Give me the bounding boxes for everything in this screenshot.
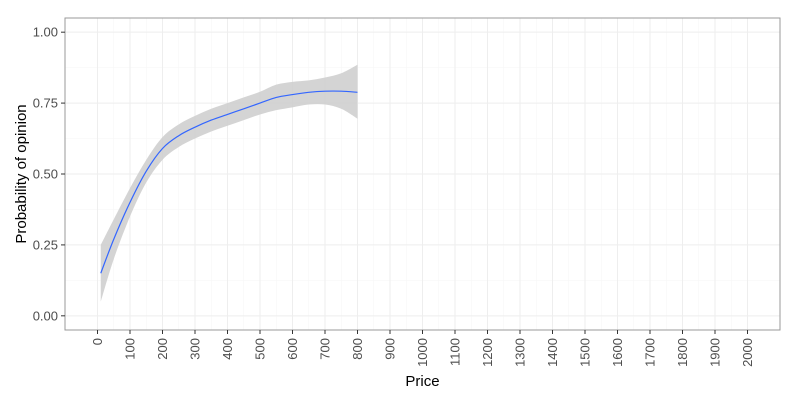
x-tick-label: 800 — [350, 338, 365, 360]
x-tick-label: 400 — [220, 338, 235, 360]
x-tick-label: 900 — [383, 338, 398, 360]
x-tick-label: 1500 — [578, 338, 593, 367]
y-tick-label: 0.00 — [33, 308, 58, 323]
grid-major — [65, 18, 780, 330]
x-tick-label: 1700 — [643, 338, 658, 367]
x-tick-label: 0 — [90, 338, 105, 345]
y-tick-label: 0.75 — [33, 96, 58, 111]
x-tick-label: 700 — [318, 338, 333, 360]
y-tick-label: 0.25 — [33, 237, 58, 252]
y-tick-label: 0.50 — [33, 167, 58, 182]
x-tick-label: 1100 — [448, 338, 463, 366]
x-tick-label: 200 — [155, 338, 170, 360]
x-axis-title: Price — [405, 373, 439, 390]
x-tick-label: 1000 — [415, 338, 430, 367]
x-tick-label: 500 — [253, 338, 268, 360]
y-tick-label: 1.00 — [33, 25, 58, 40]
x-tick-label: 1300 — [513, 338, 528, 367]
x-tick-label: 100 — [123, 338, 138, 360]
y-axis-title: Probability of opinion — [13, 104, 30, 243]
x-axis-ticks: 0 100 200 300 400 500 600 700 800 900 1000 1100 1200… — [90, 330, 755, 367]
y-axis-ticks: 0.00 0.25 0.50 0.75 1.00 — [33, 25, 65, 323]
x-tick-label: 1900 — [708, 338, 723, 367]
x-tick-label: 1200 — [480, 338, 495, 367]
x-tick-label: 600 — [285, 338, 300, 360]
trend-line — [100, 90, 358, 274]
x-tick-label: 1400 — [545, 338, 560, 367]
x-tick-label: 1600 — [610, 338, 625, 367]
x-tick-label: 1800 — [675, 338, 690, 367]
confidence-band — [100, 64, 358, 302]
x-tick-label: 300 — [188, 338, 203, 360]
x-tick-label: 2000 — [740, 338, 755, 367]
